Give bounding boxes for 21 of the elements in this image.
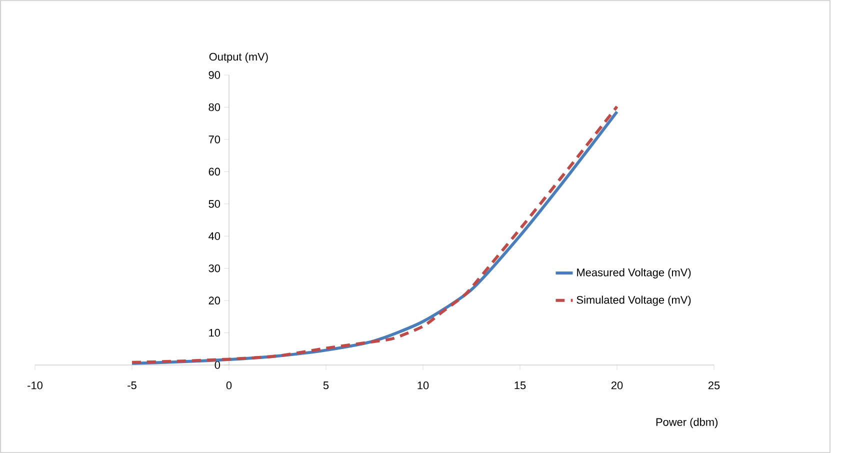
y-tick-label: 30 — [208, 264, 220, 272]
y-tick-label: 10 — [209, 328, 220, 337]
legend-label: Measured Voltage (mV) — [577, 268, 691, 278]
x-axis-title: Power (dbm) — [656, 418, 718, 428]
x-tick-label: -5 — [128, 382, 136, 390]
y-tick-label: 50 — [208, 200, 220, 208]
x-tick-label: 10 — [418, 382, 429, 390]
x-tick-label: 15 — [514, 382, 526, 390]
y-tick-label: 40 — [208, 232, 220, 240]
x-tick-label: 20 — [611, 382, 623, 390]
y-tick-label: 70 — [208, 136, 220, 144]
x-tick-label: 5 — [323, 382, 329, 390]
y-axis-title: Output (mV) — [209, 52, 268, 63]
x-tick-label: -10 — [28, 382, 42, 390]
y-tick-label: 90 — [208, 71, 220, 79]
y-tick-label: 60 — [208, 168, 220, 176]
x-tick-label: 0 — [226, 382, 232, 390]
y-tick-label: 20 — [208, 296, 220, 304]
y-tick-label: 80 — [208, 103, 220, 112]
legend-label: Simulated Voltage (mV) — [576, 296, 691, 306]
x-tick-label: 25 — [708, 382, 720, 390]
